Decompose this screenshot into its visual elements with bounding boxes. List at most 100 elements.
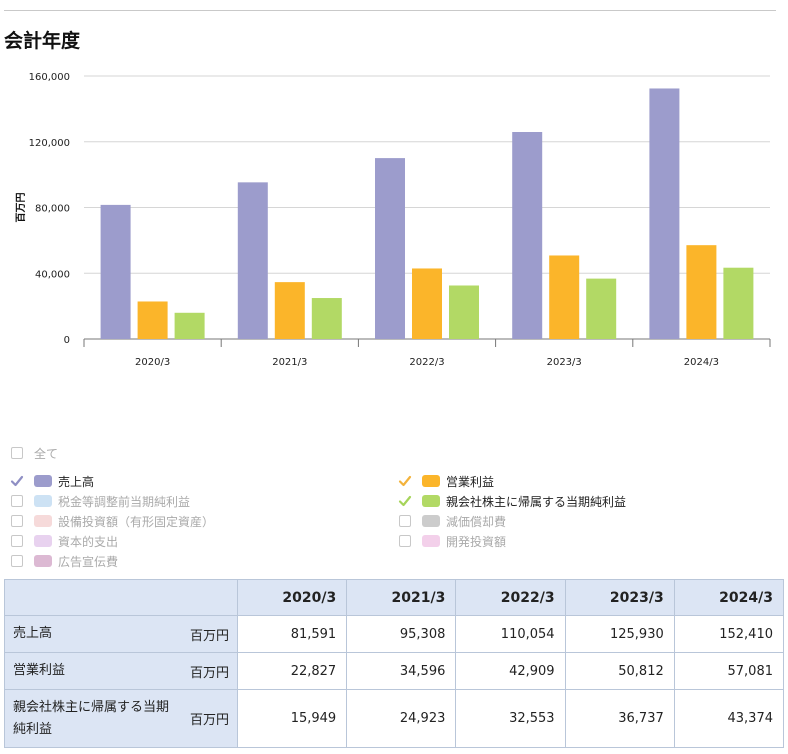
table-column-header: 2024/3 [673,579,785,616]
row-label: 売上高 [13,626,53,641]
table-column-header: 2020/3 [236,579,348,616]
x-tick-label: 2023/3 [547,357,582,368]
legend-label: 親会社株主に帰属する当期純利益 [446,494,627,509]
bar [100,204,131,339]
legend-label: 税金等調整前当期純利益 [58,494,191,509]
legend-item[interactable]: 売上高 [10,472,94,490]
x-tick-label: 2021/3 [272,357,307,368]
checkbox[interactable] [10,534,24,548]
legend-item[interactable]: 税金等調整前当期純利益 [10,492,190,510]
checkbox[interactable] [398,514,412,528]
y-tick-label: 80,000 [35,204,70,215]
legend-swatch [422,495,440,507]
legend-swatch [422,515,440,527]
bar [449,285,479,339]
checkbox-all[interactable] [10,446,24,460]
bar [686,245,717,339]
y-axis-label: 百万円 [15,193,27,223]
table-cell: 110,054 [455,615,566,653]
bar [412,268,442,339]
legend-item[interactable]: 開発投資額 [398,532,506,550]
bar [549,255,580,339]
bar [375,158,405,339]
table-column-header: 2023/3 [564,579,675,616]
legend-item[interactable]: 資本的支出 [10,532,118,550]
legend-item-all[interactable]: 全て [10,444,58,462]
table-cell: 57,081 [673,652,785,690]
table-row: 親会社株主に帰属する当期純利益 百万円 15,949 24,923 32,553… [4,689,785,748]
legend: 全て 売上高 営業利益税金等調整前当期純利益 親会社株主に帰属する当期純利益設備投資… [10,440,780,576]
legend-swatch [34,515,52,527]
y-tick-label: 120,000 [29,138,70,149]
table-column-header: 2021/3 [346,579,457,616]
legend-item[interactable]: 営業利益 [398,472,494,490]
row-label: 営業利益 [13,663,66,678]
bar [311,298,342,339]
row-unit: 百万円 [189,628,229,644]
y-tick-label: 40,000 [35,269,70,280]
legend-swatch [34,495,52,507]
table-corner [4,579,238,616]
legend-label: 設備投資額（有形固定資産） [58,514,215,529]
row-header: 売上高 百万円 [4,615,238,653]
checkmark-icon[interactable] [398,494,412,508]
row-label: 親会社株主に帰属する当期純利益 [13,699,170,737]
bar [586,278,617,339]
section-title: 会計年度 [4,30,81,52]
legend-item[interactable]: 設備投資額（有形固定資産） [10,512,214,530]
legend-swatch [34,555,52,567]
checkbox[interactable] [10,554,24,568]
table-row: 売上高 百万円 81,591 95,308 110,054 125,930 15… [4,615,785,653]
table-column-header: 2022/3 [455,579,566,616]
table-cell: 50,812 [564,652,675,690]
legend-label: 広告宣伝費 [58,554,119,569]
y-tick-label: 0 [64,335,70,346]
legend-item[interactable]: 減価償却費 [398,512,506,530]
legend-label: 売上高 [58,474,95,489]
bar [512,132,543,339]
row-unit: 百万円 [189,713,229,728]
bar [649,88,680,339]
table-cell: 32,553 [455,689,566,748]
top-divider [4,10,776,11]
bar [174,312,205,339]
checkmark-icon[interactable] [398,474,412,488]
table-row: 営業利益 百万円 22,827 34,596 42,909 50,812 57,… [4,652,785,690]
x-tick-label: 2024/3 [684,357,719,368]
legend-item[interactable]: 広告宣伝費 [10,552,118,570]
legend-swatch [422,535,440,547]
table-header-row: 2020/3 2021/3 2022/3 2023/3 2024/3 [4,579,785,616]
table-cell: 42,909 [455,652,566,690]
table-cell: 125,930 [564,615,675,653]
legend-label: 減価償却費 [446,514,507,529]
legend-all-label: 全て [34,446,59,461]
bar [723,267,754,339]
table-cell: 95,308 [346,615,457,653]
bar-chart: 0 40,000 80,000 120,000 160,000 百万円 2020/3 2021… [15,72,771,368]
table-cell: 15,949 [236,689,348,748]
legend-item[interactable]: 親会社株主に帰属する当期純利益 [398,492,626,510]
legend-swatch [34,475,52,487]
table-cell: 34,596 [346,652,457,690]
table-cell: 36,737 [564,689,675,748]
table-cell: 24,923 [346,689,457,748]
row-header: 営業利益 百万円 [4,652,238,690]
checkbox[interactable] [10,514,24,528]
checkbox[interactable] [10,494,24,508]
data-table: 2020/3 2021/3 2022/3 2023/3 2024/3 売上高 百… [4,579,785,748]
legend-swatch [422,475,440,487]
row-header: 親会社株主に帰属する当期純利益 百万円 [4,689,238,748]
checkbox[interactable] [398,534,412,548]
table-cell: 152,410 [673,615,785,653]
bar [274,282,305,339]
legend-label: 開発投資額 [446,534,507,549]
table-cell: 22,827 [236,652,348,690]
legend-label: 資本的支出 [58,534,119,549]
legend-label: 営業利益 [446,474,495,489]
legend-swatch [34,535,52,547]
table-cell: 81,591 [236,615,348,653]
checkmark-icon[interactable] [10,474,24,488]
x-tick-label: 2022/3 [409,357,444,368]
bar [137,301,168,339]
bar [237,182,268,339]
